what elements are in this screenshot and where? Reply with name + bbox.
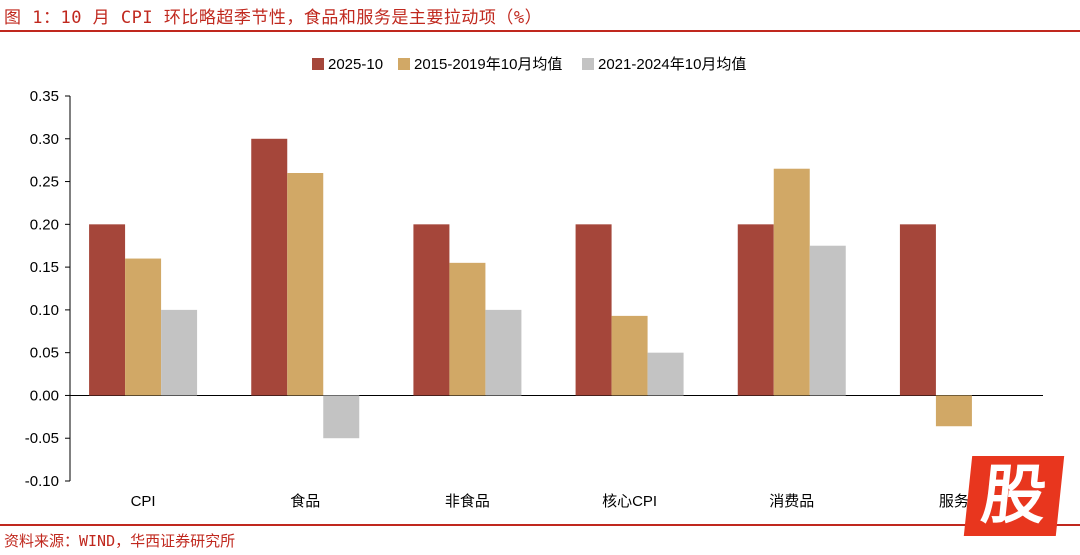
legend-label: 2015-2019年10月均值: [414, 56, 562, 73]
y-tick-label: 0.25: [30, 174, 59, 191]
bar: [737, 224, 774, 396]
bar: [125, 258, 162, 396]
legend-label: 2021-2024年10月均值: [598, 56, 746, 73]
y-tick-label: 0.30: [30, 131, 59, 148]
bar: [251, 138, 288, 396]
source-note: 资料来源：WIND，华西证券研究所: [4, 532, 236, 550]
x-tick-label: 非食品: [445, 493, 490, 510]
bar: [485, 309, 522, 396]
bar: [161, 309, 198, 396]
y-tick-label: 0.05: [30, 345, 59, 362]
legend-swatch: [398, 58, 410, 70]
bar: [935, 395, 972, 427]
title-rule: [0, 30, 1080, 32]
watermark-logo: 股: [963, 456, 1065, 536]
watermark-glyph: 股: [978, 459, 1050, 533]
x-tick-label: 食品: [290, 493, 320, 510]
bar: [899, 224, 936, 396]
x-tick-label: 服务: [939, 493, 969, 510]
y-tick-label: 0.10: [30, 302, 59, 319]
bar: [413, 224, 450, 396]
x-tick-label: 核心CPI: [602, 493, 657, 510]
x-tick-label: CPI: [131, 493, 156, 510]
y-tick-label: 0.20: [30, 216, 59, 233]
bar: [647, 352, 684, 396]
footer-rule: [0, 524, 1080, 526]
y-tick-label: -0.05: [25, 430, 59, 447]
y-tick-label: 0.15: [30, 259, 59, 276]
bar: [287, 173, 324, 396]
y-tick-label: -0.10: [25, 473, 59, 490]
y-tick-label: 0.00: [30, 387, 59, 404]
bar: [809, 245, 846, 396]
bar: [89, 224, 126, 396]
bar: [449, 262, 486, 396]
bar: [773, 168, 810, 396]
x-tick-label: 消费品: [769, 493, 814, 510]
y-tick-label: 0.35: [30, 88, 59, 105]
chart-title: 图 1：10 月 CPI 环比略超季节性，食品和服务是主要拉动项（%）: [4, 8, 543, 28]
bar: [611, 315, 648, 396]
bar: [575, 224, 612, 396]
legend-swatch: [582, 58, 594, 70]
bar: [323, 395, 360, 439]
legend-label: 2025-10: [328, 56, 383, 73]
legend-swatch: [312, 58, 324, 70]
